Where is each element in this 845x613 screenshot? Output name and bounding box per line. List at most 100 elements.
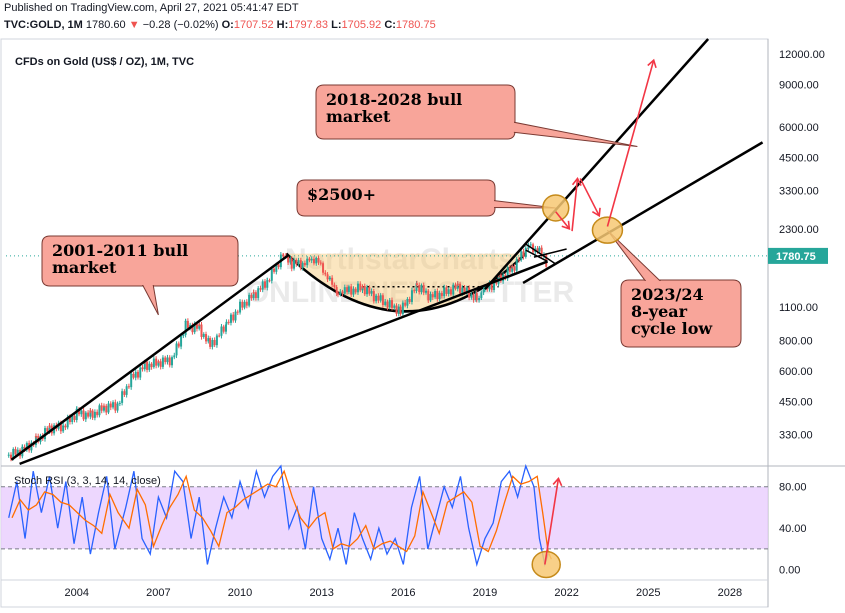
candle-body	[100, 405, 103, 411]
time-axis[interactable]: 2004 2007 2010 2013 2016 2019 2022 2025 2028	[65, 587, 743, 599]
candle-body	[180, 336, 183, 347]
price-tick-label: 3300.00	[779, 186, 819, 198]
price-axis[interactable]: 12000.00 9000.00 6000.00 4500.00 3300.00 2300…	[779, 49, 825, 577]
candle-body	[270, 268, 273, 281]
candle-body	[335, 286, 338, 294]
last-price-badge	[768, 247, 828, 264]
candle-body	[495, 281, 498, 284]
callout-2001-bull-text: 2001-2011 bull	[52, 241, 188, 260]
candle-body	[359, 283, 362, 291]
candle-body	[224, 324, 227, 332]
stoch-tick-label: 0.00	[779, 565, 800, 577]
candle-body	[524, 247, 527, 257]
candle-body	[310, 258, 313, 261]
candle-body	[207, 338, 210, 342]
candle-body	[536, 248, 539, 252]
candle-body	[312, 258, 315, 264]
candle-body	[46, 428, 49, 432]
price-change: −0.28 (−0.02%)	[142, 19, 219, 31]
candle-body	[319, 262, 322, 264]
low-label: L:	[331, 19, 342, 31]
candle-body	[293, 259, 296, 269]
price-tick-label: 6000.00	[779, 122, 819, 134]
candle-body	[511, 266, 514, 272]
candle-body	[215, 335, 218, 346]
candle-body	[324, 272, 327, 275]
candle-body	[184, 320, 187, 335]
published-info: Published on TradingView.com, April 27, …	[4, 2, 299, 14]
candle-body	[508, 267, 511, 272]
candle-body	[23, 446, 26, 450]
arrow-up-first	[571, 178, 579, 232]
candle-body	[277, 264, 280, 268]
candle-body	[164, 357, 167, 363]
time-tick-label: 2019	[473, 587, 497, 599]
candle-body	[465, 287, 468, 293]
candle-body	[326, 274, 329, 280]
price-tick-label: 600.00	[779, 366, 813, 378]
candle-body	[366, 287, 369, 295]
candle-body	[62, 425, 65, 432]
high-value: 1797.83	[288, 19, 329, 31]
candle-body	[456, 283, 459, 285]
candle-body	[9, 454, 12, 459]
candle-body	[443, 287, 446, 297]
candle-body	[372, 291, 375, 302]
flag-breakout	[533, 248, 567, 258]
arrow-up-major-head	[647, 58, 657, 69]
candle-body	[480, 292, 483, 298]
candle-body	[80, 410, 83, 415]
candle-body	[173, 355, 176, 358]
stoch-tick-label: 40.00	[779, 523, 807, 535]
candle-body	[375, 295, 378, 297]
candle-body	[171, 357, 174, 366]
candle-body	[200, 324, 203, 337]
candle-body	[443, 287, 446, 289]
trendlines	[10, 38, 764, 466]
candle-body	[71, 415, 74, 423]
candle-body	[182, 334, 185, 337]
candle-body	[268, 280, 271, 282]
price-candles	[7, 241, 548, 462]
target-circle	[541, 194, 570, 222]
trendline-2018-upper	[484, 38, 710, 291]
candle-body	[114, 402, 117, 411]
candle-body	[171, 357, 174, 359]
candle-body	[315, 258, 318, 260]
candle-body	[121, 391, 124, 403]
time-tick-label: 2010	[228, 587, 252, 599]
stoch-arrow-up	[544, 478, 560, 565]
candle-body	[418, 284, 421, 293]
symbol-label[interactable]: TVC:GOLD, 1M	[4, 19, 83, 31]
candle-body	[25, 443, 28, 450]
high-label: H:	[276, 19, 289, 31]
candle-body	[343, 287, 346, 294]
candle-body	[141, 367, 144, 370]
candle-body	[127, 386, 130, 388]
candle-body	[136, 371, 139, 378]
candle-body	[250, 294, 253, 299]
candle-body	[84, 412, 87, 420]
candle-body	[150, 363, 153, 368]
candle-body	[218, 335, 221, 337]
callout-cycle-low-cover	[622, 281, 740, 346]
ohlc-header: TVC:GOLD, 1M 1780.60 ▼ −0.28 (−0.02%) O:…	[4, 19, 436, 31]
candle-body	[333, 284, 336, 287]
candle-body	[352, 288, 355, 295]
candle-body	[461, 287, 464, 294]
candle-body	[399, 306, 402, 315]
candle-body	[243, 301, 246, 308]
candle-body	[413, 290, 416, 292]
price-tick-label: 4500.00	[779, 153, 819, 165]
candle-body	[308, 258, 311, 261]
candle-body	[361, 286, 364, 288]
candle-body	[64, 425, 67, 428]
arrow-down	[579, 178, 600, 217]
candle-body	[438, 292, 441, 300]
arrow-up-first-head	[571, 176, 582, 186]
candle-body	[102, 405, 105, 407]
candle-body	[538, 247, 541, 252]
candle-body	[375, 295, 378, 302]
